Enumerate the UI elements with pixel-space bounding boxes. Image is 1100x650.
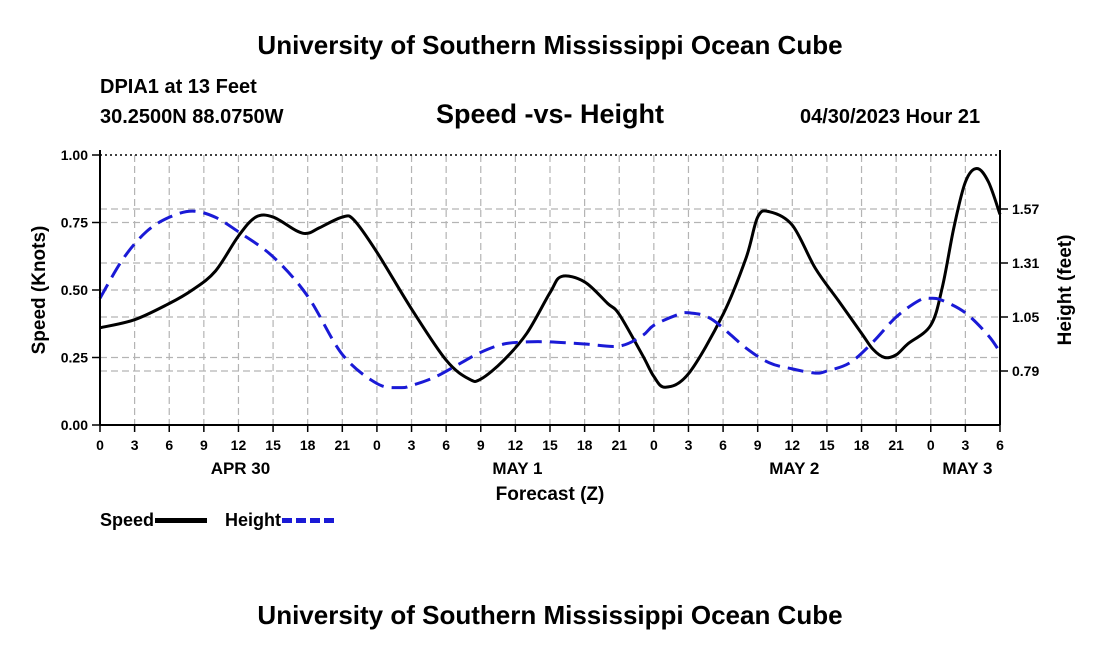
legend-speed-swatch bbox=[155, 517, 208, 523]
axes: 0.00 0.25 0.50 0.75 1.00 0.79 1.05 1.31 1.57 0 3 6 9… bbox=[61, 147, 1040, 478]
x-tick-label: 21 bbox=[335, 437, 351, 453]
y-tick-label: 0.75 bbox=[61, 215, 88, 231]
y2-tick-label: 1.31 bbox=[1012, 255, 1039, 271]
legend: Speed Height bbox=[100, 509, 352, 531]
legend-height-swatch bbox=[282, 517, 335, 523]
x-tick-label: 18 bbox=[854, 437, 870, 453]
x-tick-label: 21 bbox=[611, 437, 627, 453]
x-tick-label: 3 bbox=[685, 437, 693, 453]
main-title: University of Southern Mississippi Ocean… bbox=[257, 30, 843, 60]
legend-speed-label: Speed bbox=[100, 509, 155, 530]
speed-height-chart: 0.00 0.25 0.50 0.75 1.00 0.79 1.05 1.31 1.57 0 3 6 9… bbox=[29, 147, 1076, 505]
x-tick-label: 9 bbox=[200, 437, 208, 453]
x-tick-label: 6 bbox=[996, 437, 1004, 453]
forecast-datetime: 04/30/2023 Hour 21 bbox=[800, 106, 981, 128]
y2-tick-label: 1.05 bbox=[1012, 309, 1039, 325]
y-tick-label: 0.00 bbox=[61, 417, 88, 433]
station-label: DPIA1 at 13 Feet bbox=[100, 76, 257, 98]
y-axis-label: Speed (Knots) bbox=[29, 226, 50, 355]
height-series-line bbox=[98, 209, 1002, 390]
day-label: MAY 2 bbox=[769, 459, 819, 478]
x-tick-label: 3 bbox=[961, 437, 969, 453]
x-axis-label: Forecast (Z) bbox=[496, 484, 605, 505]
grid bbox=[100, 154, 1000, 425]
y-tick-label: 1.00 bbox=[61, 147, 88, 163]
series-layer bbox=[98, 167, 1002, 390]
x-tick-label: 12 bbox=[508, 437, 524, 453]
x-tick-label: 3 bbox=[408, 437, 416, 453]
x-tick-label: 12 bbox=[231, 437, 247, 453]
day-label: MAY 1 bbox=[492, 459, 542, 478]
x-tick-label: 0 bbox=[96, 437, 104, 453]
x-tick-label: 6 bbox=[165, 437, 173, 453]
x-tick-label: 0 bbox=[650, 437, 658, 453]
x-tick-label: 0 bbox=[373, 437, 381, 453]
y2-tick-label: 1.57 bbox=[1012, 201, 1039, 217]
x-tick-label: 15 bbox=[265, 437, 281, 453]
x-tick-label: 0 bbox=[927, 437, 935, 453]
speed-series-line bbox=[99, 167, 1002, 389]
footer-title: University of Southern Mississippi Ocean… bbox=[257, 600, 843, 630]
x-tick-label: 9 bbox=[477, 437, 485, 453]
x-tick-label: 3 bbox=[131, 437, 139, 453]
x-tick-label: 15 bbox=[819, 437, 835, 453]
x-tick-label: 12 bbox=[785, 437, 801, 453]
x-tick-label: 18 bbox=[577, 437, 593, 453]
chart-title: Speed -vs- Height bbox=[435, 99, 665, 129]
y-tick-label: 0.25 bbox=[61, 350, 88, 366]
x-tick-label: 18 bbox=[300, 437, 316, 453]
y-tick-label: 0.50 bbox=[61, 282, 88, 298]
day-label: APR 30 bbox=[211, 459, 271, 478]
x-tick-label: 6 bbox=[719, 437, 727, 453]
y2-axis-label: Height (feet) bbox=[1055, 235, 1076, 346]
x-tick-label: 21 bbox=[888, 437, 904, 453]
x-tick-label: 15 bbox=[542, 437, 558, 453]
day-label: MAY 3 bbox=[942, 459, 992, 478]
legend-height-label: Height bbox=[225, 509, 282, 530]
x-tick-label: 6 bbox=[442, 437, 450, 453]
x-tick-label: 9 bbox=[754, 437, 762, 453]
station-coordinates: 30.2500N 88.0750W bbox=[100, 106, 284, 128]
y2-tick-label: 0.79 bbox=[1012, 363, 1039, 379]
